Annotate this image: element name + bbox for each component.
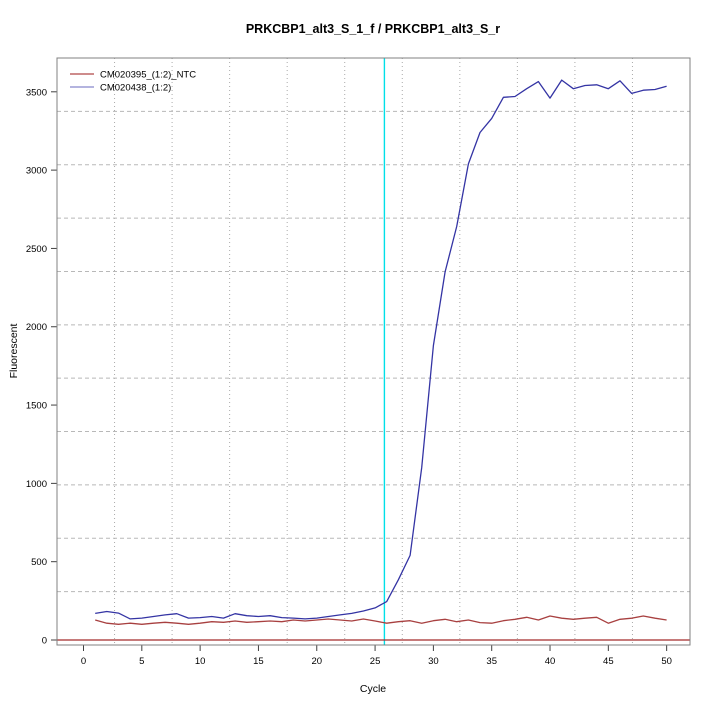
x-axis-label: Cycle xyxy=(360,683,386,695)
y-axis-tick-label: 500 xyxy=(31,557,47,568)
y-axis-label: Fluorescent xyxy=(8,323,20,378)
x-axis-tick-label: 35 xyxy=(486,656,497,667)
sample-curve xyxy=(95,79,667,620)
x-axis-tick-label: 30 xyxy=(428,656,439,667)
y-axis-tick-label: 0 xyxy=(42,636,47,647)
plot-box xyxy=(56,57,691,646)
axes-layer: 0 5 10 15 20 25 30 35 40 45 5005001000150020002500… xyxy=(26,87,672,667)
x-axis-tick-label: 15 xyxy=(253,656,264,667)
x-axis-tick-label: 25 xyxy=(370,656,381,667)
x-axis-tick-label: 0 xyxy=(81,656,86,667)
y-axis-tick-label: 3000 xyxy=(26,166,47,177)
y-axis-tick-label: 1000 xyxy=(26,479,47,490)
chart-title: PRKCBP1_alt3_S_1_f / PRKCBP1_alt3_S_r xyxy=(246,22,500,36)
series-lines xyxy=(57,79,690,641)
y-axis-tick-label: 2000 xyxy=(26,322,47,333)
legend-label-ntc: CM020395_(1:2)_NTC xyxy=(100,70,196,81)
x-axis-tick-label: 20 xyxy=(311,656,322,667)
x-axis-tick-label: 10 xyxy=(195,656,206,667)
x-axis-tick-label: 5 xyxy=(139,656,144,667)
legend: CM020395_(1:2)_NTC CM020438_(1:2) xyxy=(70,70,196,94)
y-axis-tick-label: 1500 xyxy=(26,401,47,412)
x-axis-tick-label: 40 xyxy=(545,656,556,667)
plot-grid xyxy=(57,58,690,645)
y-axis-tick-label: 2500 xyxy=(26,244,47,255)
x-axis-tick-label: 50 xyxy=(661,656,672,667)
ntc-curve xyxy=(95,615,667,625)
y-axis-tick-label: 3500 xyxy=(26,87,47,98)
x-axis-tick-label: 45 xyxy=(603,656,614,667)
legend-label-sample: CM020438_(1:2) xyxy=(100,83,171,94)
